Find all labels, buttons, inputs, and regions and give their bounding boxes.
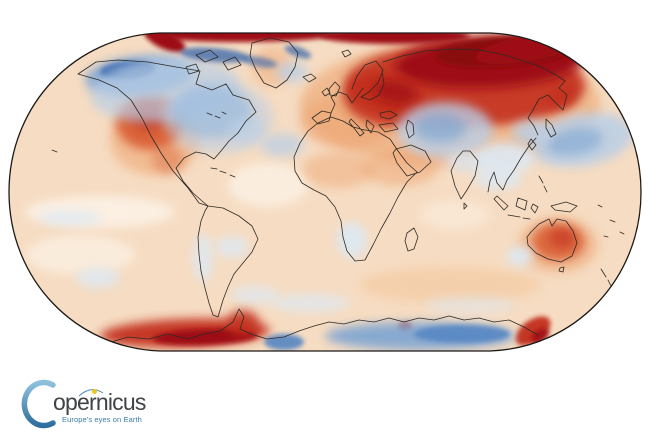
- anomaly-northeast-coast-blue: [227, 116, 263, 144]
- anomaly-antarctic-band-west-core: [153, 328, 257, 346]
- anomaly-china-blue: [475, 142, 535, 174]
- projection-outline: [8, 32, 642, 352]
- copernicus-wordmark: opernicus: [53, 389, 146, 415]
- anomaly-south-atlantic-blue: [231, 286, 279, 304]
- anomaly-atlantic-pale: [228, 163, 308, 207]
- anomaly-arctic-rim-west: [145, 33, 335, 42]
- anomaly-indian-ocean-pale: [420, 200, 490, 230]
- anomaly-west-australia-blue: [507, 246, 533, 266]
- anomaly-greenland-east-blue: [284, 45, 312, 59]
- anomaly-korea-japan-blue: [512, 120, 552, 144]
- anomaly-arctic-rim-mid: [320, 33, 470, 44]
- anomaly-antarctic-right-red: [515, 316, 551, 346]
- anomaly-kamchatka-red: [546, 86, 578, 110]
- anomaly-chile-coast-blue: [193, 234, 213, 282]
- copernicus-logo: opernicus Europe's eyes on Earth: [12, 376, 202, 432]
- satellite-dot-icon: [92, 389, 97, 394]
- coastlines: [51, 37, 625, 344]
- anomaly-central-asia-core: [414, 114, 466, 142]
- copernicus-c-arc-icon: [21, 379, 56, 429]
- anomaly-south-pacific-blue: [76, 268, 120, 288]
- anomaly-equatorial-pacific-blue: [38, 211, 102, 225]
- anomaly-mexico-warm: [152, 146, 184, 174]
- anomaly-southern-africa-blue: [337, 222, 367, 258]
- anomaly-east-antarctica-core: [414, 325, 510, 343]
- anomaly-antarctic-peninsula-red: [227, 310, 259, 336]
- anomaly-southern-ocean-blue-2: [425, 296, 515, 314]
- anomaly-canadian-arctic-streak-1: [180, 47, 250, 63]
- anomaly-equatorial-pacific-pale: [25, 196, 175, 228]
- anomaly-australia-core: [549, 228, 575, 248]
- anomaly-north-india-blue: [446, 152, 490, 172]
- anomaly-southern-ocean-blue-1: [270, 294, 350, 312]
- copernicus-tagline: Europe's eyes on Earth: [62, 415, 142, 424]
- anomaly-northeast-europe-core: [373, 79, 417, 105]
- orbit-arc-icon: [78, 389, 104, 397]
- anomaly-hudson-bay-halo: [163, 82, 273, 154]
- anomaly-southeast-asia-blue: [474, 166, 522, 190]
- anomaly-middle-east-warm: [362, 150, 438, 186]
- anomaly-west-antarctica-blue: [264, 334, 304, 350]
- anomaly-northwest-pacific-core: [547, 128, 603, 156]
- anomaly-southeast-brazil-blue: [216, 236, 248, 258]
- anomaly-north-atlantic-blue: [260, 133, 304, 157]
- anomaly-sahara-warm: [302, 152, 374, 188]
- anomaly-south-pacific-pale: [25, 235, 135, 275]
- anomaly-layer: [25, 33, 634, 350]
- anomaly-south-indian-warm: [360, 267, 540, 303]
